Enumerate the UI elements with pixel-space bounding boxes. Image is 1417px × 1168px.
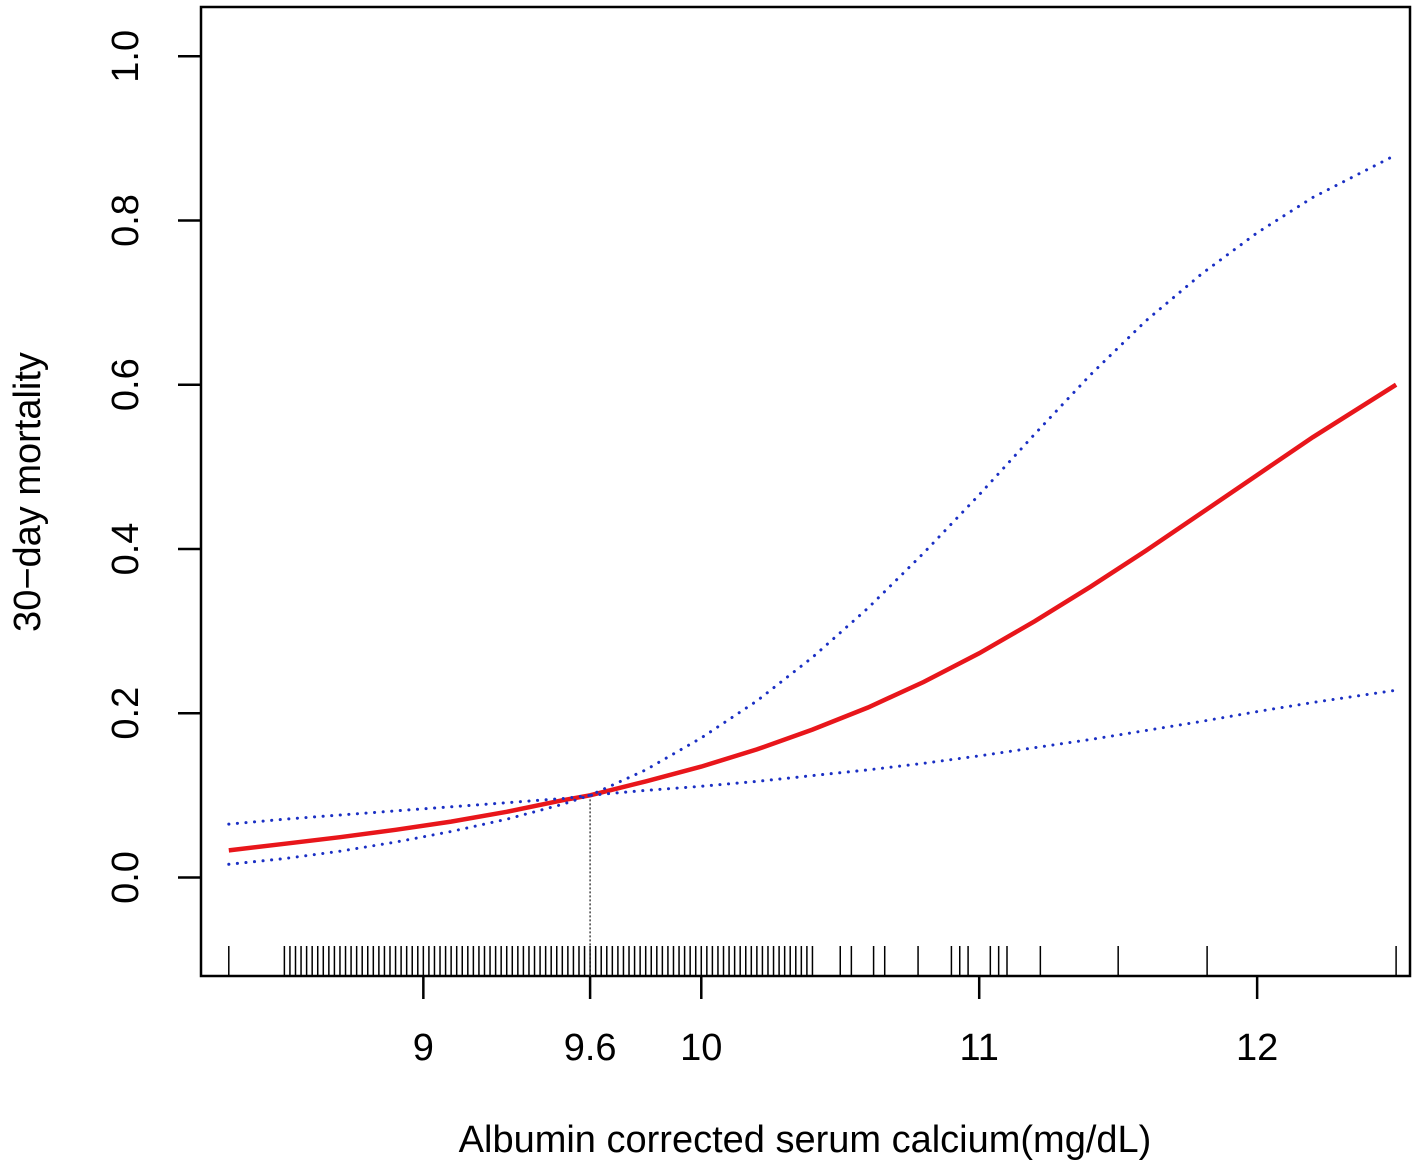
rug-marks bbox=[228, 946, 1397, 976]
x-tick-label: 11 bbox=[959, 1027, 998, 1069]
y-tick-label: 0.8 bbox=[105, 194, 147, 247]
x-tick-label: 12 bbox=[1236, 1027, 1278, 1069]
ci-lower-line bbox=[227, 688, 1398, 866]
y-tick-label: 0.2 bbox=[105, 687, 147, 740]
x-axis: 9 9.6 10 11 12 bbox=[413, 976, 1278, 1069]
x-tick-label: 9.6 bbox=[564, 1027, 617, 1069]
x-tick-label: 10 bbox=[680, 1027, 722, 1069]
y-axis: 0.0 0.2 0.4 0.6 0.8 1.0 bbox=[105, 30, 201, 904]
y-tick-label: 1.0 bbox=[105, 30, 147, 83]
y-tick-label: 0.0 bbox=[105, 851, 147, 904]
y-axis-label: 30−day mortality bbox=[7, 352, 49, 632]
estimate-line bbox=[228, 382, 1398, 853]
ci-upper-line bbox=[227, 153, 1398, 826]
y-tick-label: 0.6 bbox=[105, 358, 147, 411]
x-axis-label: Albumin corrected serum calcium(mg/dL) bbox=[459, 1119, 1152, 1161]
plot-frame bbox=[199, 5, 1412, 978]
y-tick-label: 0.4 bbox=[105, 523, 147, 576]
x-tick-label: 9 bbox=[413, 1027, 434, 1069]
curves bbox=[227, 153, 1398, 866]
